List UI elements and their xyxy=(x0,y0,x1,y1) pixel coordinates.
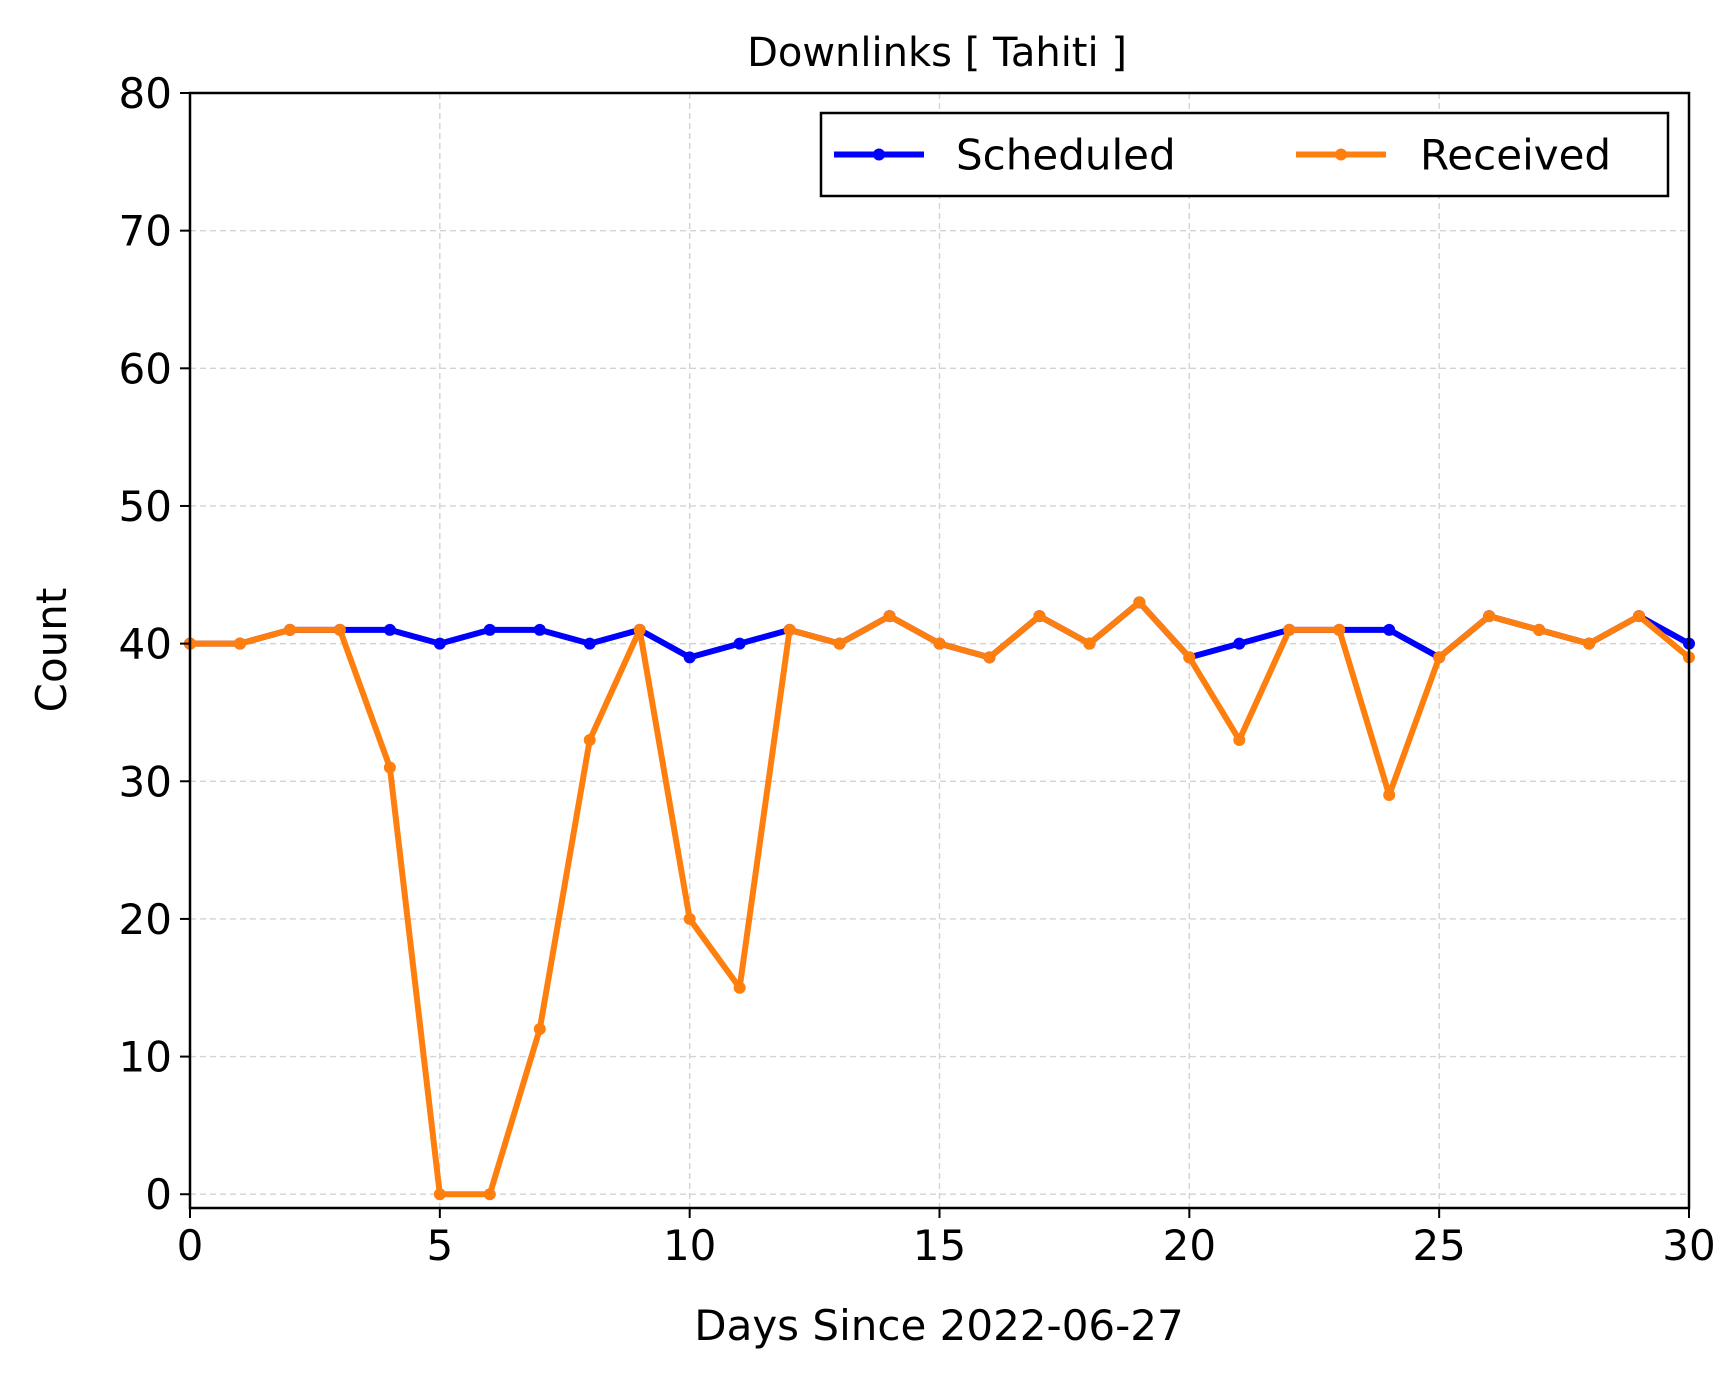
received-point-2 xyxy=(283,623,296,636)
received-point-27 xyxy=(1533,623,1546,636)
x-tick-label-5: 5 xyxy=(426,1221,453,1270)
received-point-11 xyxy=(733,981,746,994)
received-point-22 xyxy=(1283,623,1296,636)
x-tick-label-0: 0 xyxy=(177,1221,204,1270)
received-point-12 xyxy=(783,623,796,636)
legend-received-marker xyxy=(1335,148,1347,161)
received-point-4 xyxy=(383,761,396,774)
received-point-8 xyxy=(583,733,596,746)
received-point-25 xyxy=(1433,651,1446,664)
scheduled-point-11 xyxy=(733,637,746,650)
received-point-17 xyxy=(1033,610,1046,623)
received-point-14 xyxy=(883,610,896,623)
legend-received-label: Received xyxy=(1420,131,1611,180)
axes: 0 5 10 15 20 25 30 0 10 20 30 40 50 60 70 80 xyxy=(119,69,1716,1270)
x-tick-label-25: 25 xyxy=(1412,1221,1465,1270)
scheduled-point-5 xyxy=(433,637,446,650)
y-tick-label-80: 80 xyxy=(119,69,172,118)
y-axis-label: Count xyxy=(27,588,76,713)
received-point-1 xyxy=(233,637,246,650)
y-tick-label-0: 0 xyxy=(145,1170,172,1219)
received-point-28 xyxy=(1583,637,1596,650)
scheduled-point-10 xyxy=(683,651,696,664)
received-point-19 xyxy=(1133,596,1146,609)
received-point-23 xyxy=(1333,623,1346,636)
legend: Scheduled Received xyxy=(819,111,1670,198)
y-tick-label-50: 50 xyxy=(119,482,172,531)
received-point-5 xyxy=(433,1188,446,1201)
legend-scheduled-label: Scheduled xyxy=(956,131,1176,180)
y-tick-label-60: 60 xyxy=(119,344,172,393)
received-point-7 xyxy=(533,1023,546,1036)
x-tick-label-30: 30 xyxy=(1662,1221,1715,1270)
legend-scheduled-marker xyxy=(873,148,885,161)
x-axis-label: Days Since 2022-06-27 xyxy=(694,1301,1183,1350)
received-point-15 xyxy=(933,637,946,650)
scheduled-point-8 xyxy=(583,637,596,650)
series-layer xyxy=(184,596,1695,1201)
scheduled-point-6 xyxy=(483,623,496,636)
chart-title: Downlinks [ Tahiti ] xyxy=(747,30,1127,76)
scheduled-point-21 xyxy=(1233,637,1246,650)
x-tick-label-15: 15 xyxy=(913,1221,966,1270)
received-point-21 xyxy=(1233,733,1246,746)
received-point-29 xyxy=(1633,610,1646,623)
x-tick-label-20: 20 xyxy=(1163,1221,1216,1270)
received-point-3 xyxy=(333,623,346,636)
received-point-20 xyxy=(1183,651,1196,664)
scheduled-point-4 xyxy=(383,623,396,636)
received-point-9 xyxy=(633,623,646,636)
y-tick-label-20: 20 xyxy=(119,895,172,944)
received-point-13 xyxy=(833,637,846,650)
received-point-6 xyxy=(483,1188,496,1201)
legend-box xyxy=(819,111,1670,198)
received-point-26 xyxy=(1483,610,1496,623)
y-tick-label-30: 30 xyxy=(119,757,172,806)
received-point-18 xyxy=(1083,637,1096,650)
y-tick-label-40: 40 xyxy=(119,620,172,669)
x-tick-label-10: 10 xyxy=(663,1221,716,1270)
received-point-16 xyxy=(983,651,996,664)
received-point-10 xyxy=(683,912,696,925)
y-tick-label-10: 10 xyxy=(119,1033,172,1082)
received-point-24 xyxy=(1383,789,1396,802)
y-tick-label-70: 70 xyxy=(119,207,172,256)
scheduled-point-7 xyxy=(533,623,546,636)
scheduled-point-24 xyxy=(1383,623,1396,636)
